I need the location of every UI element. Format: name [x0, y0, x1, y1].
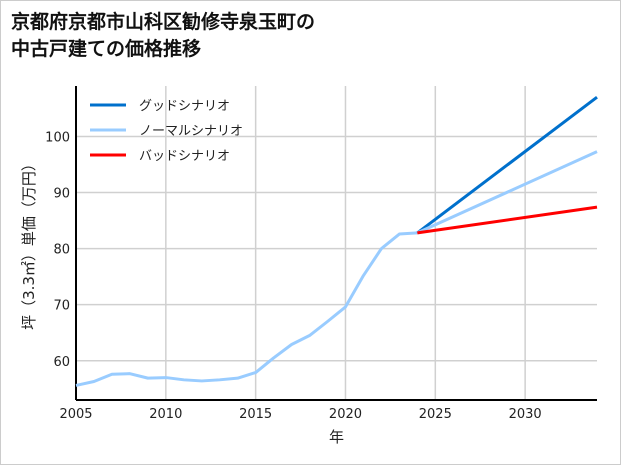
- chart-title: 京都府京都市山科区勧修寺泉玉町の 中古戸建ての価格推移: [11, 9, 315, 63]
- y-tick-label: 60: [53, 355, 70, 370]
- title-line-1: 京都府京都市山科区勧修寺泉玉町の: [11, 11, 316, 33]
- x-tick-label: 2010: [149, 407, 182, 422]
- x-tick-label: 2005: [59, 407, 92, 422]
- x-axis-label: 年: [329, 428, 344, 446]
- x-tick-label: 2030: [509, 407, 542, 422]
- title-line-2: 中古戸建ての価格推移: [11, 38, 202, 60]
- y-axis-label: 坪（3.3㎡）単価（万円）: [20, 156, 38, 330]
- x-tick-label: 2020: [329, 407, 362, 422]
- legend-label: グッドシナリオ: [139, 99, 230, 114]
- y-tick-label: 90: [53, 187, 70, 202]
- legend-label: バッドシナリオ: [139, 149, 230, 164]
- series-line-2: [416, 150, 598, 235]
- legend-label: ノーマルシナリオ: [139, 124, 243, 139]
- y-tick-label: 100: [45, 130, 70, 145]
- x-tick-label: 2025: [419, 407, 452, 422]
- history-line: [75, 231, 418, 387]
- x-tick-label: 2015: [239, 407, 272, 422]
- y-tick-label: 70: [53, 299, 70, 314]
- series-line-1: [416, 96, 598, 235]
- y-tick-label: 80: [53, 243, 70, 258]
- series-line-3: [417, 205, 598, 235]
